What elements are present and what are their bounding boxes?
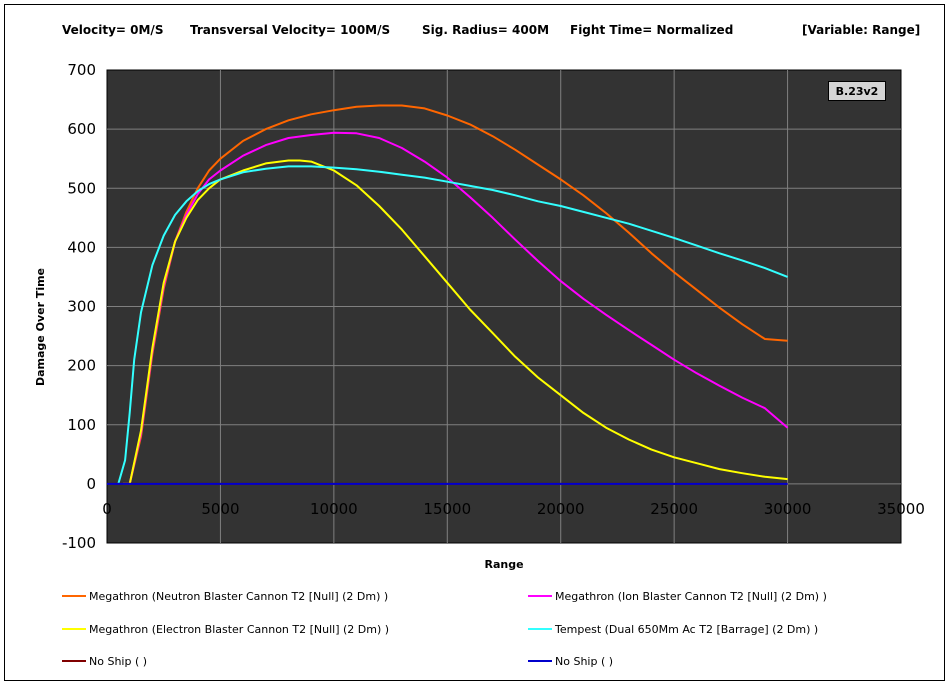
series-lines	[107, 104, 789, 485]
y-tick-label: 200	[67, 357, 96, 375]
x-tick-label: 20000	[537, 500, 585, 518]
legend-item-ion-blaster: Megathron (Ion Blaster Cannon T2 [Null] …	[528, 588, 827, 604]
y-tick-label: 300	[67, 298, 96, 316]
y-tick-label: 500	[67, 179, 96, 197]
y-axis-title: Damage Over Time	[34, 268, 47, 386]
legend-swatch	[62, 660, 86, 662]
y-tick-label: 0	[86, 475, 96, 493]
series-line-4	[117, 165, 788, 485]
x-tick-label: 35000	[877, 500, 925, 518]
tick-labels: 0 5000 10000 15000 20000 25000 30000 3500070060…	[62, 61, 925, 552]
y-tick-label: 600	[67, 120, 96, 138]
legend-swatch	[528, 660, 552, 662]
legend-label: Megathron (Neutron Blaster Cannon T2 [Nu…	[89, 589, 389, 603]
legend-label: No Ship ( )	[555, 654, 614, 668]
fight-time-label: Fight Time= Normalized	[570, 23, 734, 37]
x-axis-title: Range	[484, 558, 523, 571]
x-tick-label: 0	[102, 500, 112, 518]
legend-item-no-ship-1: No Ship ( )	[62, 653, 147, 669]
legend-label: Tempest (Dual 650Mm Ac T2 [Barrage] (2 D…	[555, 622, 819, 636]
legend-swatch	[62, 628, 86, 630]
legend-item-no-ship-2: No Ship ( )	[528, 653, 613, 669]
x-tick-label: 25000	[650, 500, 698, 518]
y-tick-label: -100	[62, 534, 96, 552]
version-badge: B.23v2	[828, 81, 886, 101]
signature-radius-label: Sig. Radius= 400M	[422, 23, 550, 37]
y-tick-label: 100	[67, 416, 96, 434]
legend-label: Megathron (Ion Blaster Cannon T2 [Null] …	[555, 589, 827, 603]
legend-label: No Ship ( )	[89, 654, 148, 668]
legend-label: Megathron (Electron Blaster Cannon T2 [N…	[89, 622, 390, 636]
x-tick-label: 15000	[423, 500, 471, 518]
series-line-3	[122, 159, 788, 485]
y-tick-label: 700	[67, 61, 96, 79]
legend-swatch	[528, 628, 552, 630]
y-tick-label: 400	[67, 238, 96, 256]
legend-item-neutron-blaster: Megathron (Neutron Blaster Cannon T2 [Nu…	[62, 588, 388, 604]
legend-item-electron-blaster: Megathron (Electron Blaster Cannon T2 [N…	[62, 621, 389, 637]
velocity-label: Velocity= 0M/S	[62, 23, 164, 37]
variable-label: [Variable: Range]	[802, 23, 921, 37]
transversal-velocity-label: Transversal Velocity= 100M/S	[190, 23, 391, 37]
x-tick-label: 30000	[764, 500, 812, 518]
x-tick-label: 10000	[310, 500, 358, 518]
legend-swatch	[62, 595, 86, 597]
legend-item-tempest: Tempest (Dual 650Mm Ac T2 [Barrage] (2 D…	[528, 621, 818, 637]
legend-swatch	[528, 595, 552, 597]
x-tick-label: 5000	[201, 500, 239, 518]
